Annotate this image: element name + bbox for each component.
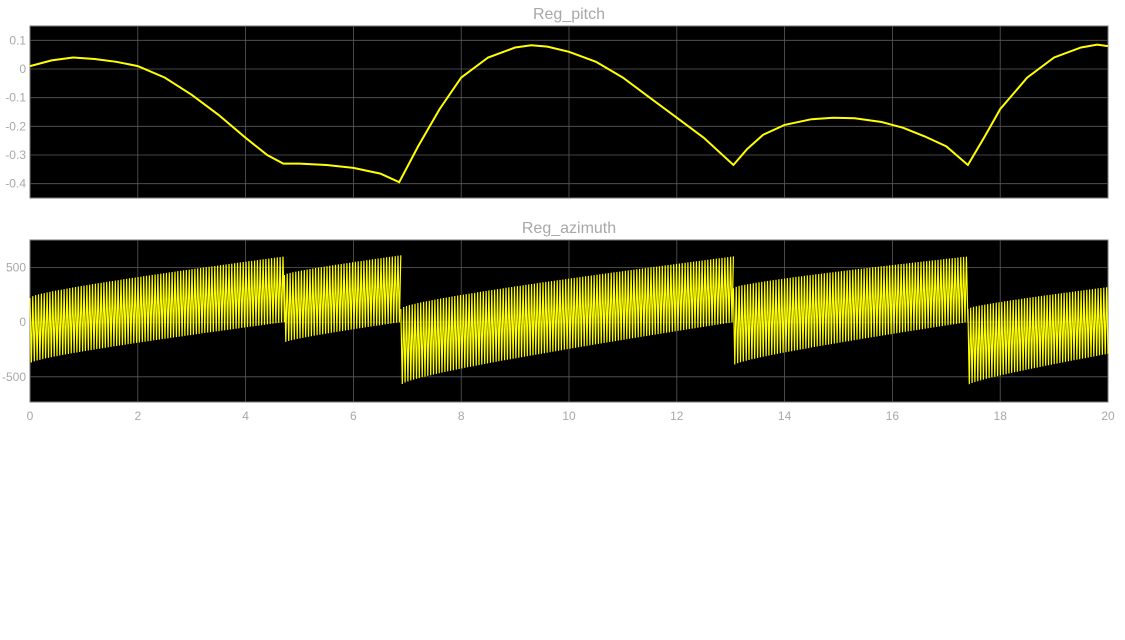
x-tick-label: 6 xyxy=(350,409,357,423)
y-tick-label: -0.1 xyxy=(5,91,26,105)
pitch-y-ticks: 0.1 0 -0.1 -0.2 -0.3 -0.4 xyxy=(5,33,26,190)
x-tick-label: 12 xyxy=(670,409,684,423)
y-tick-label: 500 xyxy=(6,260,26,274)
azimuth-series-segment xyxy=(732,256,969,365)
y-tick-label: -0.2 xyxy=(5,119,26,133)
y-tick-label: -0.4 xyxy=(5,177,26,191)
x-tick-label: 18 xyxy=(994,409,1008,423)
azimuth-title: Reg_azimuth xyxy=(522,220,616,237)
y-tick-label: -500 xyxy=(2,370,26,384)
azimuth-series-segment xyxy=(967,287,1109,385)
x-tick-label: 4 xyxy=(242,409,249,423)
azimuth-series-segment xyxy=(400,256,734,385)
azimuth-series-segment xyxy=(29,256,285,363)
x-tick-label: 2 xyxy=(134,409,141,423)
y-tick-label: -0.3 xyxy=(5,148,26,162)
azimuth-y-ticks: 500 0 -500 xyxy=(2,260,26,383)
x-tick-label: 14 xyxy=(778,409,792,423)
azimuth-x-ticks: 0 2 4 6 8 10 12 14 16 18 20 xyxy=(27,409,1115,423)
x-tick-label: 16 xyxy=(886,409,900,423)
x-tick-label: 8 xyxy=(458,409,465,423)
y-tick-label: 0.1 xyxy=(9,33,26,47)
azimuth-series-segment xyxy=(283,255,402,342)
azimuth-panel: Reg_azimuth 500 0 -500 0 2 4 6 8 10 12 14 16 18 20 xyxy=(2,220,1115,423)
pitch-panel: Reg_pitch 0.1 0 -0.1 -0.2 -0.3 -0.4 xyxy=(5,6,1109,199)
pitch-series-line xyxy=(29,43,1109,184)
pitch-grid xyxy=(30,26,1108,198)
x-tick-label: 20 xyxy=(1101,409,1115,423)
x-tick-label: 10 xyxy=(562,409,576,423)
y-tick-label: 0 xyxy=(19,62,26,76)
azimuth-series-traces xyxy=(29,255,1109,385)
y-tick-label: 0 xyxy=(19,315,26,329)
x-tick-label: 0 xyxy=(27,409,34,423)
pitch-title: Reg_pitch xyxy=(533,6,605,23)
